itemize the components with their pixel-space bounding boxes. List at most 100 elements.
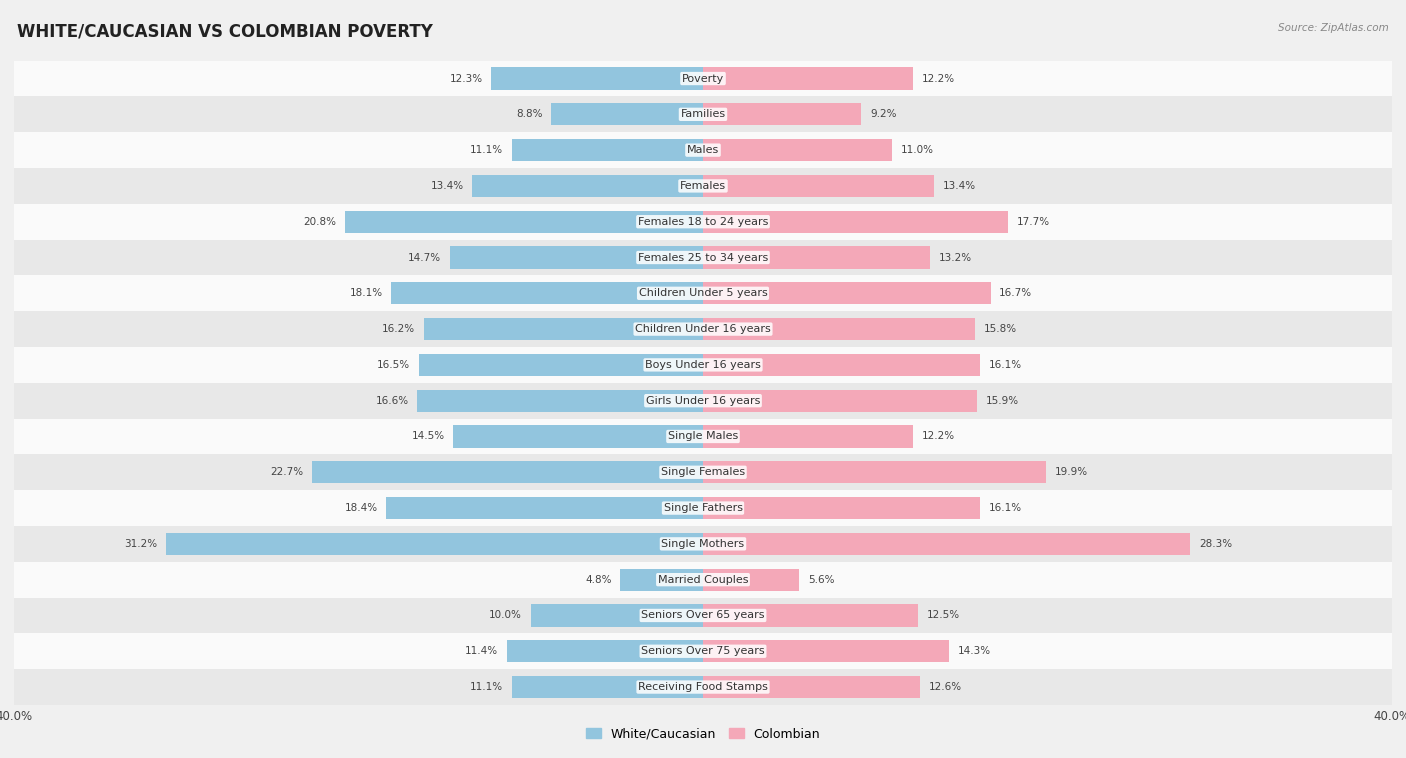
Text: Children Under 16 years: Children Under 16 years xyxy=(636,324,770,334)
Bar xyxy=(703,604,918,627)
Text: 11.1%: 11.1% xyxy=(470,682,503,692)
Text: 15.8%: 15.8% xyxy=(984,324,1017,334)
Bar xyxy=(703,568,800,590)
Bar xyxy=(551,103,703,125)
Text: 10.0%: 10.0% xyxy=(489,610,522,621)
Text: 16.1%: 16.1% xyxy=(988,503,1022,513)
Bar xyxy=(391,282,703,305)
Text: 15.9%: 15.9% xyxy=(986,396,1018,406)
Bar xyxy=(703,354,980,376)
Bar xyxy=(14,347,1392,383)
Bar xyxy=(491,67,703,89)
Bar xyxy=(166,533,703,555)
Text: Married Couples: Married Couples xyxy=(658,575,748,584)
Text: Boys Under 16 years: Boys Under 16 years xyxy=(645,360,761,370)
Bar xyxy=(703,318,976,340)
Bar xyxy=(14,61,1392,96)
Bar xyxy=(14,634,1392,669)
Bar xyxy=(14,383,1392,418)
Bar xyxy=(703,390,977,412)
Bar xyxy=(512,139,703,161)
Bar xyxy=(703,282,991,305)
Bar xyxy=(703,533,1191,555)
Bar xyxy=(512,676,703,698)
Text: 16.1%: 16.1% xyxy=(988,360,1022,370)
Bar xyxy=(14,240,1392,275)
Text: Females 25 to 34 years: Females 25 to 34 years xyxy=(638,252,768,262)
Text: 12.5%: 12.5% xyxy=(927,610,960,621)
Text: 18.1%: 18.1% xyxy=(350,288,382,299)
Bar xyxy=(450,246,703,268)
Bar xyxy=(14,454,1392,490)
Text: 14.5%: 14.5% xyxy=(412,431,444,441)
Bar xyxy=(472,175,703,197)
Bar xyxy=(703,425,912,447)
Text: 5.6%: 5.6% xyxy=(808,575,835,584)
Text: 12.2%: 12.2% xyxy=(922,74,955,83)
Text: Girls Under 16 years: Girls Under 16 years xyxy=(645,396,761,406)
Bar xyxy=(14,275,1392,312)
Bar xyxy=(14,669,1392,705)
Text: Source: ZipAtlas.com: Source: ZipAtlas.com xyxy=(1278,23,1389,33)
Text: 14.3%: 14.3% xyxy=(957,647,991,656)
Text: 13.4%: 13.4% xyxy=(942,181,976,191)
Text: 8.8%: 8.8% xyxy=(516,109,543,119)
Text: 16.7%: 16.7% xyxy=(1000,288,1032,299)
Bar xyxy=(703,676,920,698)
Bar xyxy=(703,67,912,89)
Text: 11.0%: 11.0% xyxy=(901,145,934,155)
Text: Single Females: Single Females xyxy=(661,467,745,478)
Bar xyxy=(620,568,703,590)
Bar xyxy=(14,562,1392,597)
Text: 16.6%: 16.6% xyxy=(375,396,409,406)
Text: Children Under 5 years: Children Under 5 years xyxy=(638,288,768,299)
Bar xyxy=(14,418,1392,454)
Text: 19.9%: 19.9% xyxy=(1054,467,1087,478)
Bar xyxy=(703,211,1008,233)
Text: 28.3%: 28.3% xyxy=(1199,539,1232,549)
Text: Families: Families xyxy=(681,109,725,119)
Text: Males: Males xyxy=(688,145,718,155)
Text: 17.7%: 17.7% xyxy=(1017,217,1050,227)
Text: WHITE/CAUCASIAN VS COLOMBIAN POVERTY: WHITE/CAUCASIAN VS COLOMBIAN POVERTY xyxy=(17,23,433,41)
Bar xyxy=(14,312,1392,347)
Bar xyxy=(387,497,703,519)
Bar xyxy=(418,390,703,412)
Bar xyxy=(425,318,703,340)
Bar xyxy=(703,139,893,161)
Text: 22.7%: 22.7% xyxy=(270,467,304,478)
Text: 18.4%: 18.4% xyxy=(344,503,377,513)
Text: Poverty: Poverty xyxy=(682,74,724,83)
Bar xyxy=(703,246,931,268)
Bar xyxy=(14,597,1392,634)
Bar xyxy=(703,641,949,662)
Text: 9.2%: 9.2% xyxy=(870,109,897,119)
Text: Females 18 to 24 years: Females 18 to 24 years xyxy=(638,217,768,227)
Bar xyxy=(344,211,703,233)
Text: Females: Females xyxy=(681,181,725,191)
Bar xyxy=(14,526,1392,562)
Text: 11.4%: 11.4% xyxy=(465,647,498,656)
Text: 12.3%: 12.3% xyxy=(450,74,482,83)
Text: 14.7%: 14.7% xyxy=(408,252,441,262)
Bar xyxy=(14,96,1392,132)
Bar xyxy=(703,103,862,125)
Text: 12.6%: 12.6% xyxy=(928,682,962,692)
Bar xyxy=(419,354,703,376)
Bar xyxy=(14,204,1392,240)
Text: 12.2%: 12.2% xyxy=(922,431,955,441)
Text: Seniors Over 65 years: Seniors Over 65 years xyxy=(641,610,765,621)
Text: 11.1%: 11.1% xyxy=(470,145,503,155)
Legend: White/Caucasian, Colombian: White/Caucasian, Colombian xyxy=(586,728,820,741)
Bar xyxy=(453,425,703,447)
Text: 13.4%: 13.4% xyxy=(430,181,464,191)
Text: Seniors Over 75 years: Seniors Over 75 years xyxy=(641,647,765,656)
Bar xyxy=(506,641,703,662)
Bar xyxy=(14,490,1392,526)
Text: 31.2%: 31.2% xyxy=(124,539,157,549)
Text: Receiving Food Stamps: Receiving Food Stamps xyxy=(638,682,768,692)
Bar xyxy=(703,175,934,197)
Bar xyxy=(703,497,980,519)
Text: 4.8%: 4.8% xyxy=(585,575,612,584)
Text: Single Mothers: Single Mothers xyxy=(661,539,745,549)
